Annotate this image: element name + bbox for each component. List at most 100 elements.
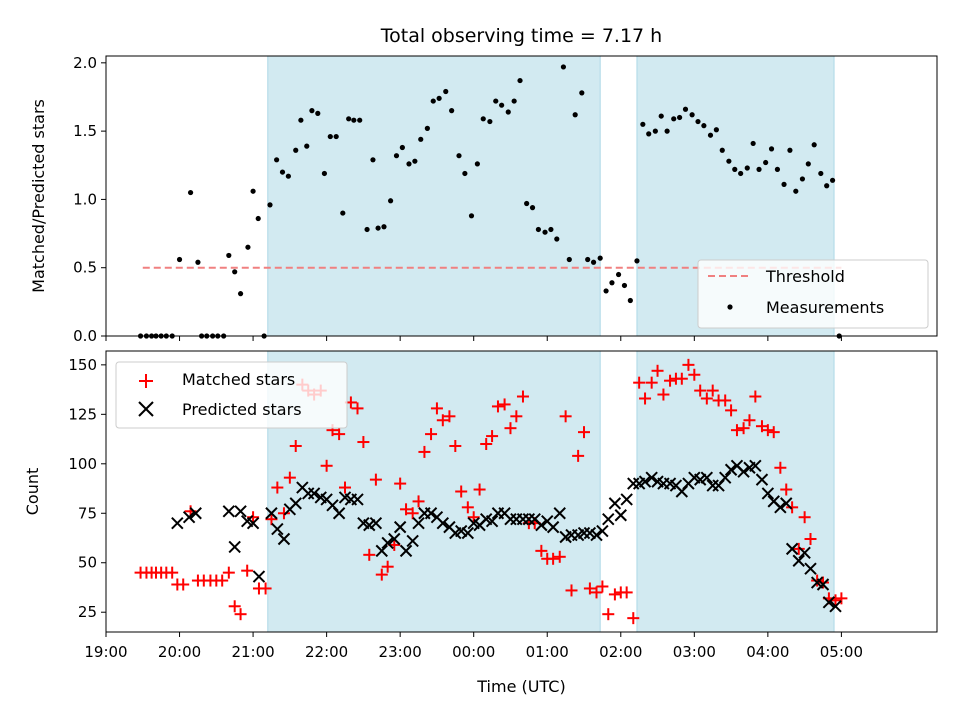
matched-star-point (406, 507, 419, 520)
matched-star-point (737, 422, 750, 435)
matched-star-point (798, 511, 811, 524)
predicted-star-point (804, 562, 817, 575)
top-legend: Threshold Measurements (697, 259, 929, 329)
predicted-star-point (171, 516, 184, 530)
measurement-point (781, 181, 787, 187)
measurement-point (232, 269, 238, 275)
predicted-star-point (271, 522, 284, 536)
top-y-tick-label: 2.0 (73, 54, 97, 72)
predicted-star-point (406, 534, 419, 548)
matched-star-point (271, 481, 284, 494)
matched-star-point (780, 483, 793, 496)
measurement-point (566, 256, 572, 263)
predicted-star-point (393, 520, 407, 534)
measurement-point (805, 161, 811, 167)
matched-star-point (265, 513, 278, 526)
measurement-point (346, 116, 352, 122)
measurement-point (621, 282, 628, 289)
predicted-star-point (424, 507, 438, 520)
measurement-point (298, 117, 304, 123)
measurement-point (732, 166, 738, 172)
matched-star-point (473, 483, 486, 496)
predicted-star-point (535, 518, 548, 532)
measurement-point (279, 169, 286, 175)
measurement-point (187, 189, 194, 196)
measurement-point (237, 291, 244, 297)
x-tick-label: 22:00 (305, 643, 348, 661)
x-tick-label: 03:00 (673, 643, 716, 661)
matched-star-point (504, 422, 517, 435)
measurement-point (597, 255, 603, 261)
matched-star-point (767, 426, 780, 439)
predicted-star-point (504, 512, 517, 526)
matched-star-point (412, 495, 425, 508)
predicted-star-point (182, 511, 196, 524)
measurement-point (351, 117, 357, 123)
matched-star-point (572, 449, 585, 462)
measurement-point (245, 244, 251, 250)
measurement-point (381, 224, 387, 230)
predicted-star-point (627, 477, 640, 490)
predicted-star-point (522, 512, 536, 526)
matched-star-point (228, 600, 241, 613)
measurement-point (535, 226, 542, 233)
matched-star-point (694, 384, 707, 397)
predicted-star-point (602, 512, 615, 526)
matched-star-point (467, 511, 480, 524)
matched-star-point (234, 608, 247, 621)
predicted-star-point (388, 532, 401, 546)
top-y-axis-label: Matched/Predicted stars (29, 99, 48, 293)
matched-star-point (222, 566, 235, 579)
predicted-star-point (553, 507, 566, 520)
predicted-star-point (577, 526, 591, 540)
x-tick-label: 20:00 (158, 643, 201, 661)
matched-star-point (817, 576, 830, 589)
bottom-panel: 25 50 75 100 125 150 19:00 20:00 21:00 22:00 23:0… (23, 350, 938, 696)
matched-star-point (675, 372, 688, 385)
measurement-point (176, 256, 183, 263)
matched-star-point (436, 414, 449, 427)
measurement-point (480, 116, 486, 122)
predicted-star-point (780, 497, 793, 510)
legend-predicted-swatch (138, 401, 154, 417)
measurement-point (615, 271, 622, 278)
matched-star-point (664, 374, 677, 387)
matched-star-point (400, 503, 413, 516)
predicted-star-point (289, 497, 302, 510)
measurement-point (517, 77, 523, 84)
measurement-point (768, 146, 775, 152)
x-tick-label: 23:00 (379, 643, 422, 661)
measurement-point (713, 127, 719, 133)
measurement-point (499, 102, 505, 108)
matched-star-point (351, 402, 364, 415)
measurement-point (267, 202, 273, 208)
predicted-star-point (375, 544, 388, 558)
measurement-point (424, 125, 430, 131)
matched-star-point (241, 564, 254, 577)
bottom-y-tick-label: 100 (68, 455, 97, 473)
measurement-point (818, 170, 824, 177)
predicted-star-point (761, 487, 775, 500)
x-tick-label: 21:00 (231, 643, 274, 661)
measurement-point (658, 113, 664, 119)
x-tick-label: 04:00 (746, 643, 789, 661)
matched-star-point (516, 390, 529, 403)
matched-star-point (216, 574, 229, 587)
legend-matched-label: Matched stars (182, 370, 295, 389)
matched-star-point (547, 552, 560, 565)
predicted-star-point (228, 540, 241, 554)
bottom-y-ticks: 25 50 75 100 125 150 (68, 356, 106, 621)
legend-measurements-label: Measurements (766, 298, 884, 317)
predicted-star-point (189, 507, 202, 520)
measurement-point (309, 108, 315, 114)
predicted-star-point (332, 507, 346, 520)
measurement-point (701, 123, 707, 129)
measurement-point (774, 166, 781, 172)
top-plot-frame (105, 55, 938, 337)
measurement-point (652, 128, 658, 134)
predicted-star-point (792, 554, 805, 567)
measurement-point (226, 252, 232, 259)
predicted-star-point (700, 471, 714, 484)
measurement-point (333, 133, 339, 140)
